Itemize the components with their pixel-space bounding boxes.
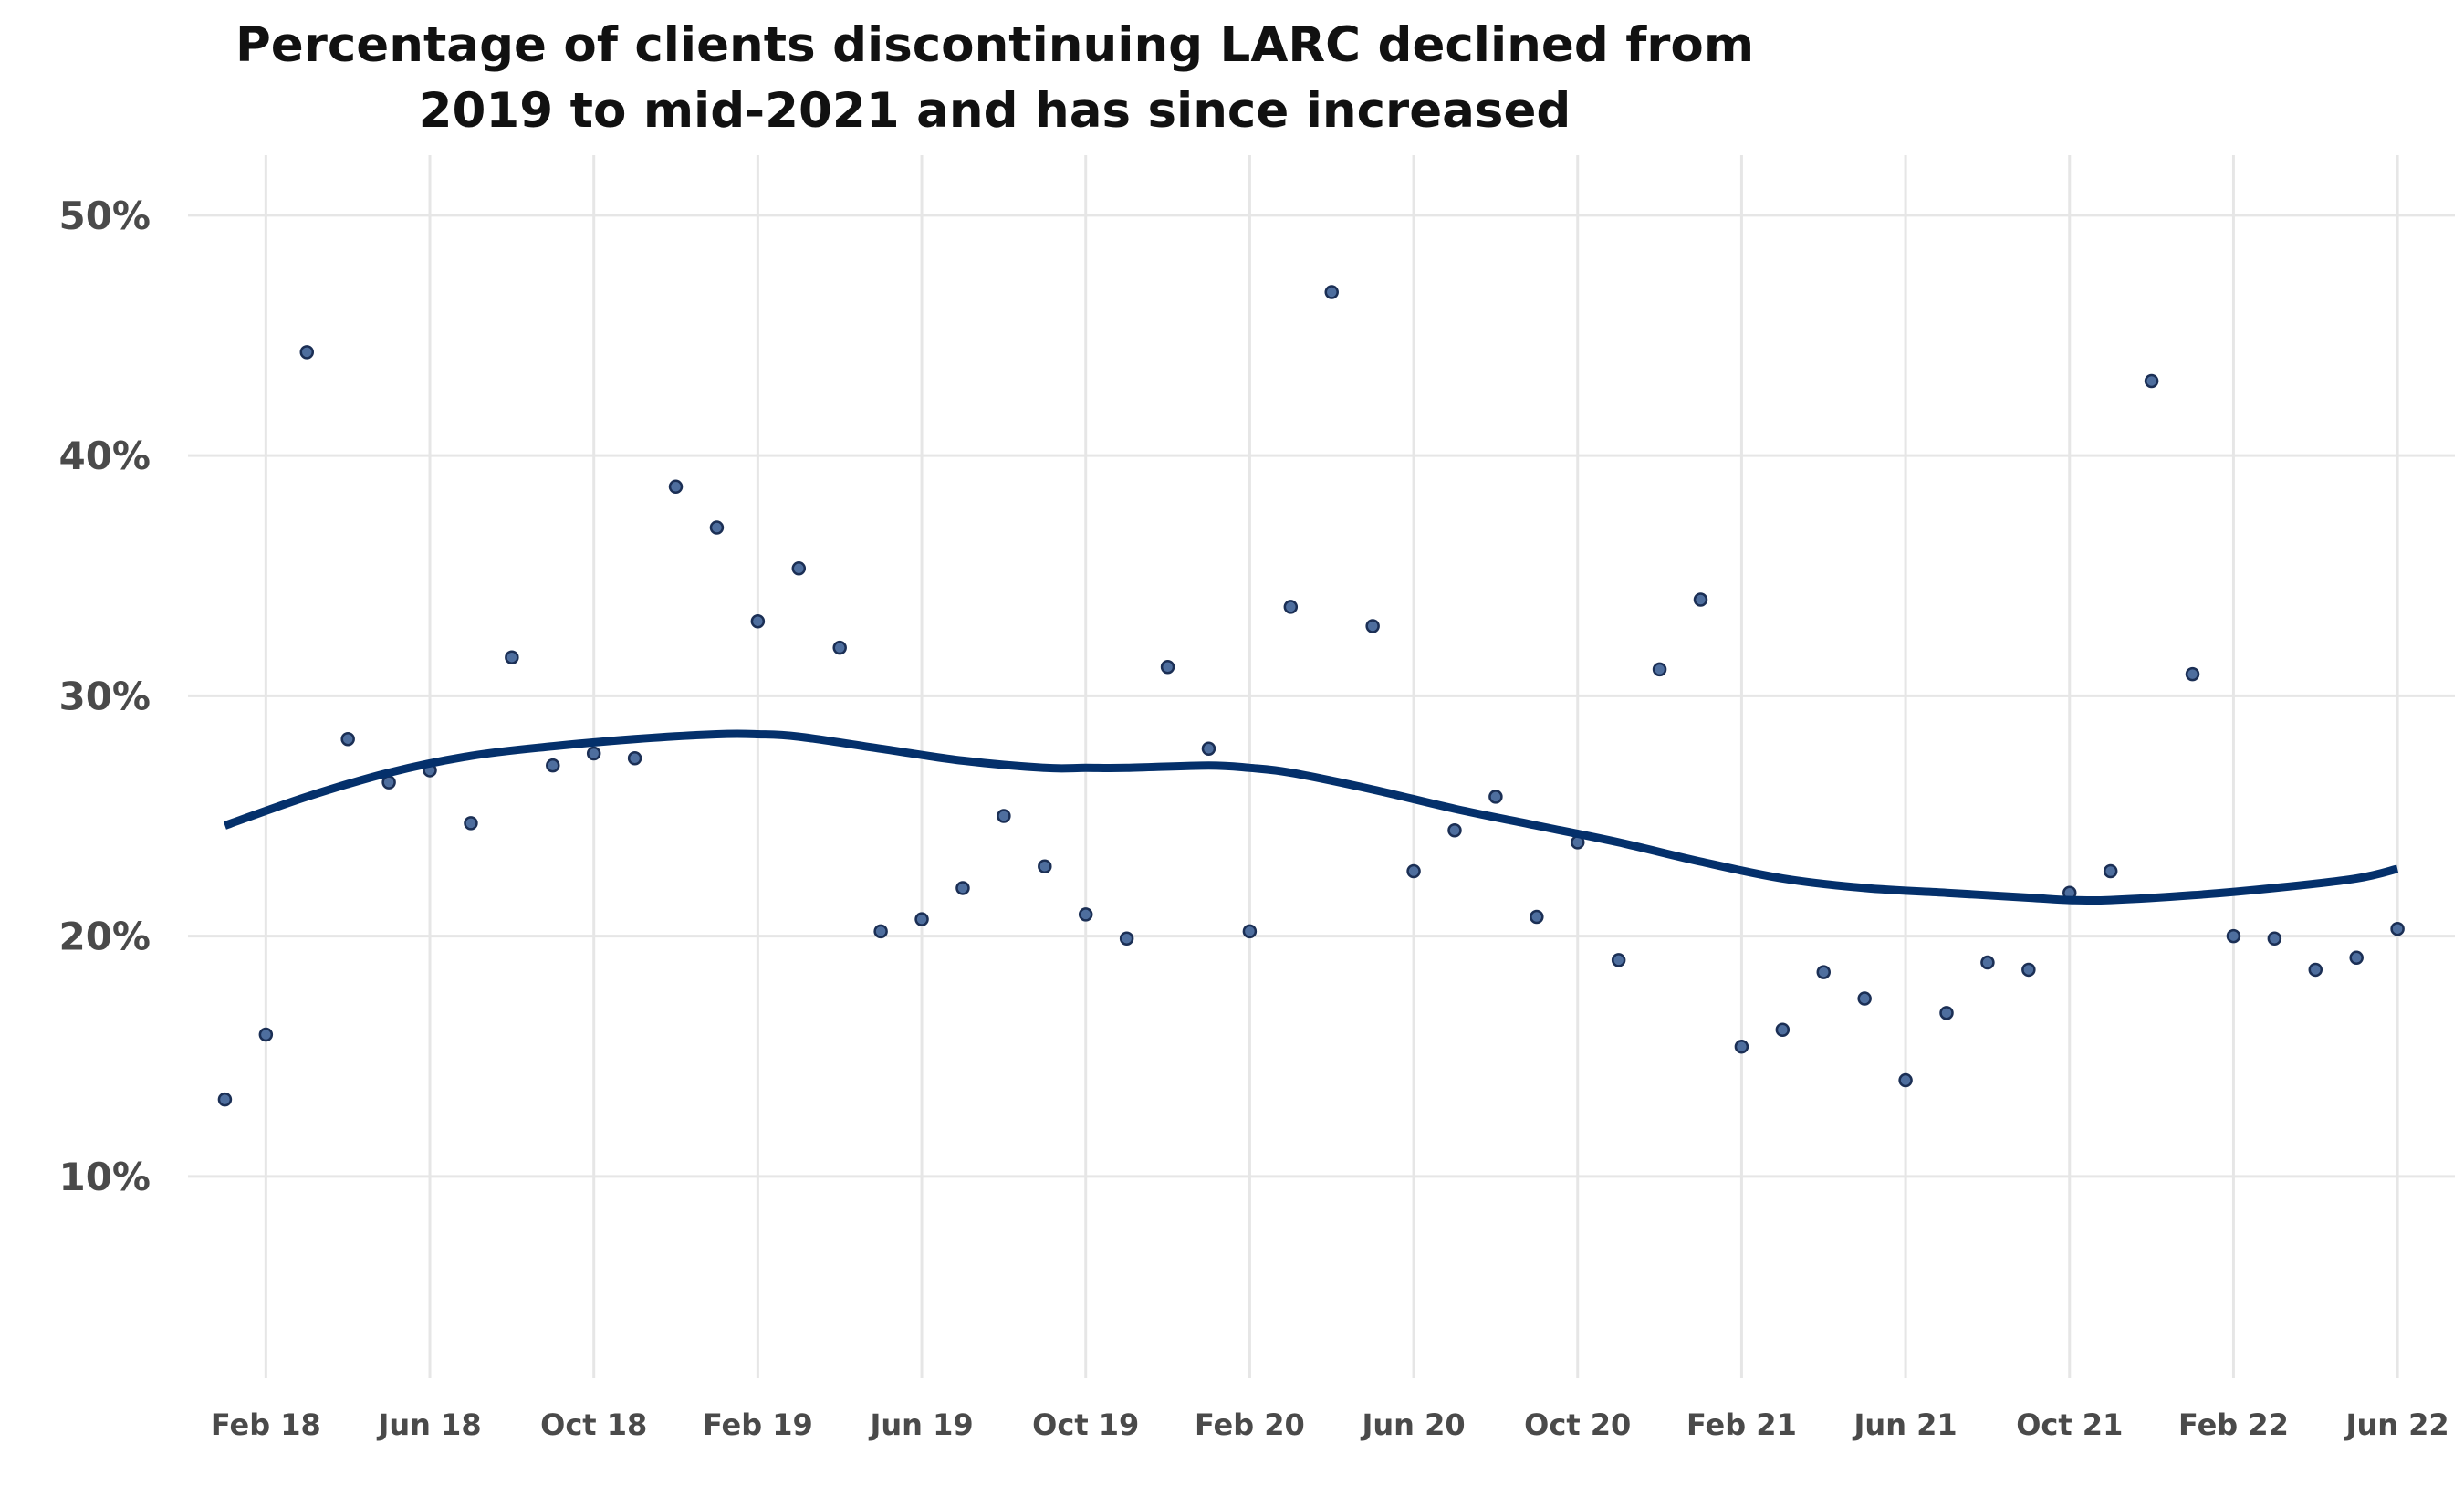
data-point	[1488, 790, 1503, 804]
data-point	[1283, 600, 1299, 614]
x-tick-label: Oct 21	[2016, 1407, 2123, 1442]
data-point	[2185, 666, 2200, 682]
y-tick-label: 30%	[58, 674, 151, 718]
data-point	[1693, 592, 1708, 607]
data-point	[464, 816, 478, 831]
data-point	[1119, 931, 1134, 946]
trend-line-group	[223, 729, 2399, 905]
data-point	[2226, 928, 2241, 944]
data-point	[217, 1092, 233, 1107]
data-points	[217, 285, 2405, 1107]
x-tick-label: Jun 19	[868, 1407, 973, 1442]
data-point	[546, 758, 560, 773]
data-point	[2103, 863, 2118, 879]
data-point	[299, 345, 315, 360]
data-point	[627, 751, 642, 766]
data-point	[2390, 921, 2405, 936]
data-point	[832, 640, 847, 655]
data-point	[1734, 1039, 1749, 1054]
data-point	[791, 561, 807, 576]
chart-title: Percentage of clients discontinuing LARC…	[0, 13, 1989, 144]
x-tick-label: Oct 19	[1032, 1407, 1139, 1442]
data-point	[1201, 741, 1216, 757]
data-point	[750, 613, 766, 629]
data-point	[1530, 909, 1544, 925]
data-point	[1324, 285, 1339, 299]
data-point	[997, 809, 1011, 823]
data-point	[2267, 931, 2282, 946]
x-gridlines	[264, 155, 2399, 1378]
x-tick-label: Jun 21	[1853, 1407, 1958, 1442]
x-tick-label: Jun 20	[1360, 1407, 1465, 1442]
x-tick-label: Feb 18	[211, 1407, 321, 1442]
data-point	[873, 924, 888, 939]
data-point	[381, 775, 396, 790]
chart-title-line-1: Percentage of clients discontinuing LARC…	[235, 17, 1755, 73]
data-point	[2021, 962, 2036, 978]
data-point	[258, 1027, 274, 1042]
data-point	[1898, 1072, 1913, 1088]
x-tick-label: Jun 22	[2344, 1407, 2449, 1442]
y-tick-label: 20%	[58, 915, 151, 959]
data-point	[2308, 962, 2323, 978]
data-point	[2349, 950, 2364, 966]
data-point	[1406, 863, 1421, 879]
data-point	[955, 881, 970, 895]
data-point	[914, 912, 929, 926]
y-axis-tick-labels: 10% 20% 30% 40% 50%	[58, 193, 151, 1199]
x-tick-label: Feb 20	[1195, 1407, 1305, 1442]
data-point	[1078, 907, 1093, 922]
data-point	[1365, 619, 1380, 633]
x-tick-label: Feb 21	[1686, 1407, 1797, 1442]
data-point	[1242, 924, 1258, 939]
data-point	[1611, 953, 1626, 967]
x-tick-label: Jun 18	[376, 1407, 481, 1442]
x-tick-label: Oct 18	[540, 1407, 647, 1442]
y-tick-label: 10%	[58, 1155, 151, 1199]
chart-title-line-2: 2019 to mid-2021 and has since increased	[418, 83, 1571, 139]
x-tick-label: Feb 19	[703, 1407, 813, 1442]
y-tick-label: 40%	[58, 434, 151, 478]
x-axis-tick-labels: Feb 18 Jun 18 Oct 18 Feb 19 Jun 19 Oct 19 Feb …	[211, 1407, 2449, 1442]
data-point	[668, 479, 684, 495]
data-point	[1939, 1006, 1954, 1020]
data-point	[1447, 823, 1462, 838]
y-tick-label: 50%	[58, 193, 151, 238]
x-tick-label: Feb 22	[2178, 1407, 2289, 1442]
data-point	[1652, 662, 1667, 677]
data-point	[340, 731, 355, 747]
y-gridlines	[188, 214, 2455, 1178]
data-point	[1038, 859, 1052, 874]
data-point	[586, 746, 601, 761]
data-point	[2144, 373, 2159, 389]
data-point	[709, 520, 725, 535]
trend-line	[223, 729, 2399, 905]
data-point	[505, 650, 519, 664]
data-point	[1160, 659, 1175, 675]
data-point	[1816, 965, 1832, 979]
x-tick-label: Oct 20	[1524, 1407, 1631, 1442]
data-point	[1775, 1022, 1791, 1038]
data-point	[1980, 955, 1995, 970]
data-point	[1857, 991, 1872, 1006]
